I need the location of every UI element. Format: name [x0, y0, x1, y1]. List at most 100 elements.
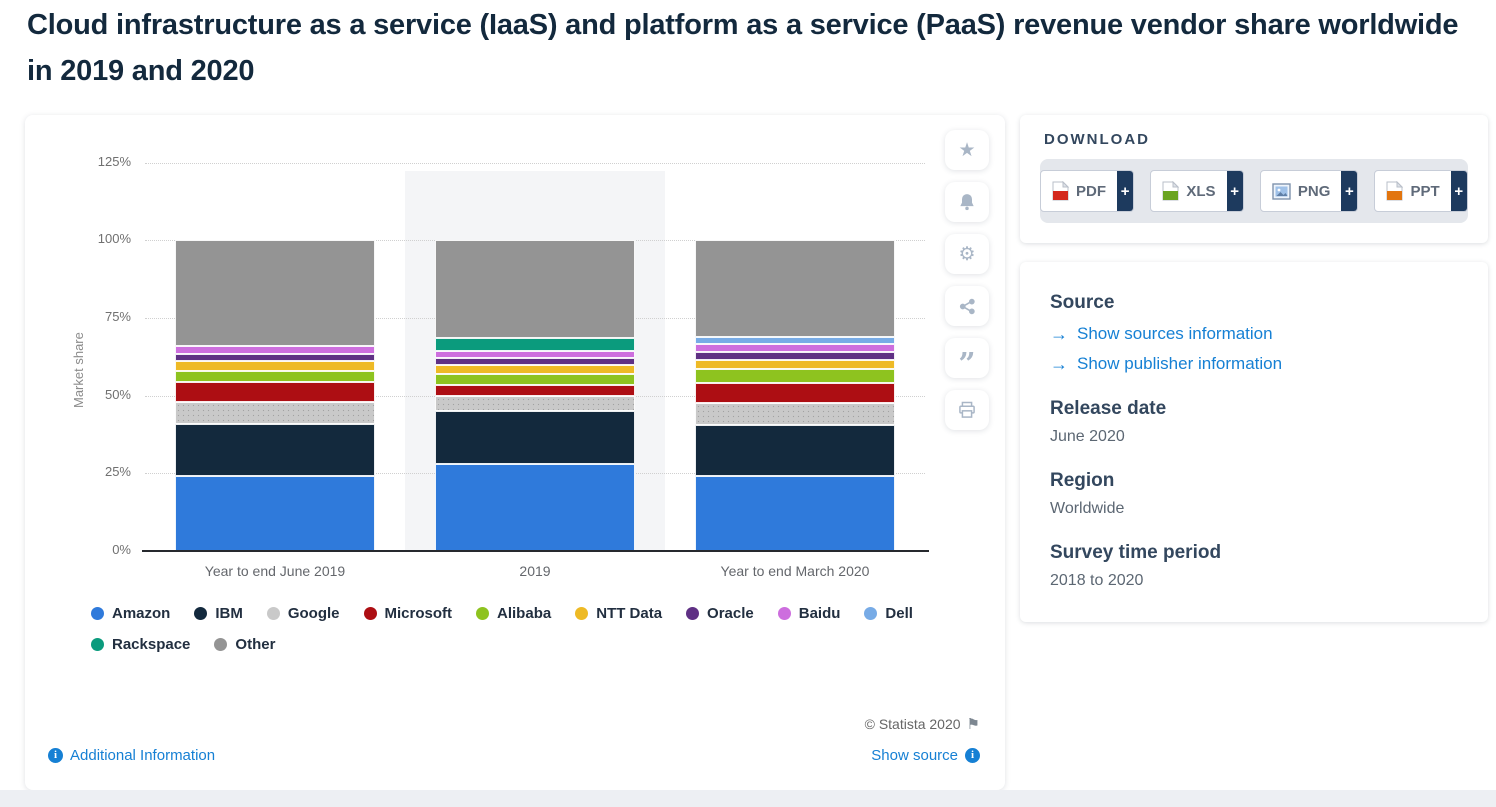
legend-label: Other — [235, 636, 276, 653]
segment-google — [435, 395, 635, 412]
xls-file-icon — [1162, 181, 1180, 201]
legend-dot-ibm — [194, 607, 208, 620]
download-png-button[interactable]: PNG + — [1259, 170, 1359, 212]
legend-item-google: Google — [266, 605, 340, 622]
page-title: Cloud infrastructure as a service (IaaS)… — [27, 9, 1459, 87]
favorite-button[interactable]: ★ — [945, 130, 989, 170]
y-tick-label: 50% — [104, 386, 131, 402]
segment-ibm — [175, 423, 375, 477]
bell-icon — [960, 194, 974, 211]
y-tick-label: 0% — [112, 542, 131, 557]
alert-button[interactable] — [945, 182, 989, 222]
show-sources-information-link[interactable]: → Show sources information — [1050, 324, 1458, 344]
legend-item-dell: Dell — [864, 605, 913, 622]
show-sources-information-label: Show sources information — [1077, 324, 1273, 343]
segment-ibm — [695, 425, 895, 477]
flag-icon: ⚑ — [966, 716, 980, 733]
additional-information-link[interactable]: i Additional Information — [48, 747, 215, 764]
png-plus-box[interactable]: + — [1341, 171, 1358, 211]
arrow-right-icon: → — [1050, 354, 1068, 374]
legend-dot-oracle — [686, 607, 700, 620]
legend-item-other: Other — [214, 636, 275, 653]
legend-item-amazon: Amazon — [91, 605, 170, 622]
segment-dell — [695, 336, 895, 345]
ppt-plus-box[interactable]: + — [1450, 171, 1467, 211]
legend-label: IBM — [215, 605, 243, 622]
show-publisher-information-label: Show publisher information — [1077, 354, 1283, 373]
download-xls-button[interactable]: XLS + — [1150, 170, 1244, 212]
segment-microsoft — [435, 384, 635, 396]
xls-plus-box[interactable]: + — [1226, 171, 1243, 211]
survey-time-period-heading: Survey time period — [1050, 542, 1222, 563]
legend-dot-ntt-data — [575, 607, 589, 620]
download-ppt-button[interactable]: PPT + — [1374, 170, 1468, 212]
legend-label: Rackspace — [112, 636, 191, 653]
segment-alibaba — [435, 373, 635, 385]
survey-time-period-value: 2018 to 2020 — [1050, 572, 1144, 589]
y-tick-label: 75% — [104, 308, 131, 324]
arrow-right-icon: → — [1050, 324, 1068, 344]
x-axis-line — [142, 550, 929, 552]
legend-item-ibm: IBM — [194, 605, 243, 622]
y-tick-label: 25% — [104, 464, 131, 480]
source-heading: Source — [1050, 292, 1115, 313]
legend-label: Google — [287, 605, 340, 622]
y-axis-title: Market share — [71, 332, 86, 408]
bar-year-to-end-march-2020 — [695, 240, 895, 551]
segment-baidu — [175, 345, 375, 354]
show-source-link[interactable]: Show source i — [871, 747, 980, 764]
legend-dot-microsoft — [363, 607, 377, 620]
chart-footer-links: i Additional Information Show source i — [48, 747, 980, 764]
segment-microsoft — [695, 383, 895, 404]
segment-oracle — [175, 353, 375, 362]
segment-google — [695, 403, 895, 426]
print-button[interactable] — [945, 390, 989, 430]
settings-button[interactable]: ⚙ — [945, 234, 989, 274]
printer-icon — [959, 401, 975, 418]
segment-alibaba — [175, 370, 375, 382]
legend-item-microsoft: Microsoft — [363, 605, 453, 622]
segment-oracle — [435, 358, 635, 365]
pdf-plus-box[interactable]: + — [1117, 171, 1134, 211]
legend-label: Microsoft — [384, 605, 453, 622]
show-publisher-information-link[interactable]: → Show publisher information — [1050, 354, 1458, 374]
region-value: Worldwide — [1050, 500, 1125, 517]
cite-button[interactable]: ” — [945, 338, 989, 380]
segment-microsoft — [175, 381, 375, 402]
segment-amazon — [435, 463, 635, 551]
x-axis-label: Year to end June 2019 — [204, 563, 346, 579]
legend-label: Amazon — [112, 605, 171, 622]
download-ppt-label: PPT — [1410, 182, 1440, 200]
legend-item-alibaba: Alibaba — [476, 605, 551, 622]
segment-ntt-data — [175, 361, 375, 371]
share-button[interactable] — [945, 286, 989, 326]
star-icon: ★ — [958, 139, 976, 161]
stacked-bar-chart: Market share 0% 25% 50% 75% 100% 125% Year to … — [25, 115, 1005, 595]
copyright-text: © Statista 2020 — [864, 716, 961, 732]
release-date-heading: Release date — [1050, 398, 1167, 419]
segment-amazon — [175, 476, 375, 551]
chart-legend: Amazon IBM Google Microsoft Alibaba NTT Data O… — [91, 605, 971, 653]
legend-item-oracle: Oracle — [686, 605, 754, 622]
y-tick-label: 125% — [97, 153, 131, 169]
additional-information-label: Additional Information — [70, 747, 216, 764]
legend-label: Dell — [885, 605, 913, 622]
pdf-file-icon — [1052, 181, 1069, 201]
download-button-tray: PDF + XLS + PNG + — [1040, 159, 1468, 223]
gridline-125 — [145, 162, 925, 164]
segment-amazon — [695, 476, 895, 551]
x-axis-label: 2019 — [519, 563, 551, 579]
legend-dot-google — [266, 607, 280, 620]
download-pdf-button[interactable]: PDF + — [1040, 170, 1135, 212]
segment-other — [175, 240, 375, 346]
gear-icon: ⚙ — [958, 243, 976, 265]
page-footer-strip — [0, 790, 1496, 807]
segment-ntt-data — [435, 364, 635, 374]
source-card: Source → Show sources information → Show… — [1020, 262, 1488, 622]
download-pdf-label: PDF — [1076, 182, 1106, 200]
chart-card: Market share 0% 25% 50% 75% 100% 125% Year to … — [25, 115, 1005, 790]
segment-baidu — [695, 344, 895, 353]
download-card: DOWNLOAD PDF + XLS + PNG — [1020, 115, 1488, 243]
legend-dot-rackspace — [91, 638, 104, 651]
legend-label: Alibaba — [497, 605, 552, 622]
